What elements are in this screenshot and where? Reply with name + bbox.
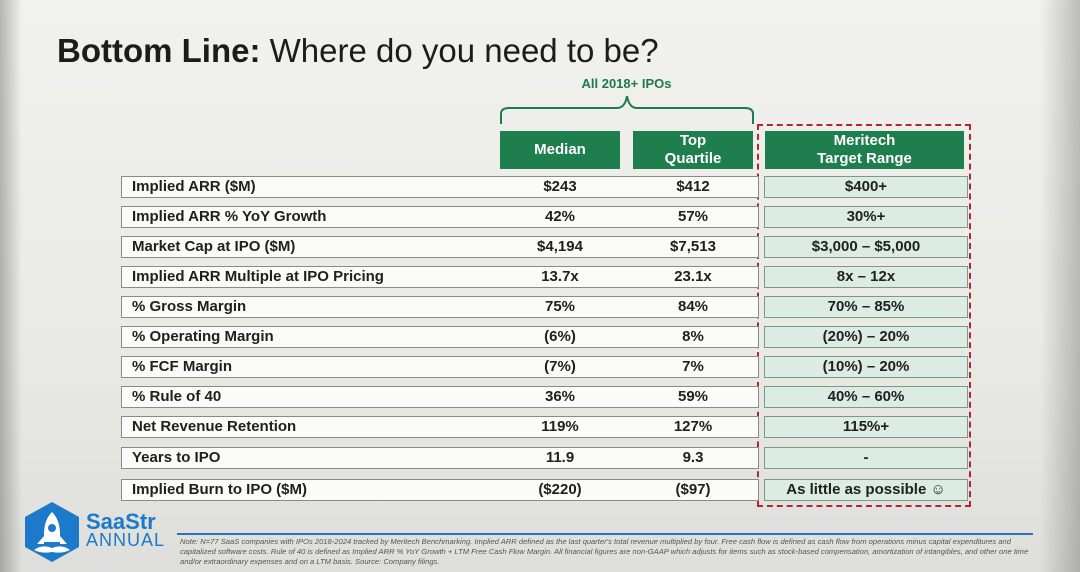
median-cell: $4,194 [537, 238, 583, 255]
top-quartile-cell: 59% [677, 388, 709, 405]
median-column-header: Median [500, 131, 620, 169]
group-brace [500, 95, 754, 124]
top-quartile-header-line2: Quartile [664, 150, 722, 167]
row-label: % Operating Margin [121, 326, 759, 348]
saastr-rocket-logo-icon [25, 502, 79, 562]
median-cell: 75% [544, 298, 576, 315]
top-quartile-cell: 127% [673, 418, 713, 435]
left-edge-shadow [0, 0, 22, 572]
top-quartile-cell: 23.1x [674, 268, 712, 285]
target-range-cell: $400+ [764, 176, 968, 198]
median-cell: 42% [544, 208, 576, 225]
row-label: Years to IPO [121, 447, 759, 469]
median-cell: 36% [544, 388, 576, 405]
top-quartile-cell: 84% [677, 298, 709, 315]
target-range-cell: (10%) – 20% [764, 356, 968, 378]
target-header-line2: Target Range [817, 150, 912, 167]
median-cell: 11.9 [545, 449, 575, 466]
target-range-cell: 40% – 60% [764, 386, 968, 408]
target-range-cell: 70% – 85% [764, 296, 968, 318]
row-label: Implied Burn to IPO ($M) [121, 479, 759, 501]
logo-line2: ANNUAL [86, 530, 166, 550]
row-label: Market Cap at IPO ($M) [121, 236, 759, 258]
median-cell: (6%) [544, 328, 576, 345]
median-cell: (7%) [544, 358, 576, 375]
top-quartile-header-line1: Top [679, 132, 707, 149]
top-quartile-cell: $412 [676, 178, 710, 195]
row-label: Implied ARR ($M) [121, 176, 759, 198]
slide-title-rest: Where do you need to be? [260, 32, 659, 69]
target-range-cell: (20%) – 20% [764, 326, 968, 348]
target-range-cell: $3,000 – $5,000 [764, 236, 968, 258]
median-cell: 13.7x [541, 268, 579, 285]
row-label: % FCF Margin [121, 356, 759, 378]
top-quartile-column-header: Top Quartile [633, 131, 753, 169]
row-label: Implied ARR Multiple at IPO Pricing [121, 266, 759, 288]
row-label: % Rule of 40 [121, 386, 759, 408]
logo-line1: SaaStr [86, 509, 156, 534]
target-range-cell: 8x – 12x [764, 266, 968, 288]
target-range-cell: - [764, 447, 968, 469]
median-cell: $243 [543, 178, 577, 195]
saastr-annual-logo-text: SaaStr ANNUAL [86, 509, 166, 550]
group-label: All 2018+ IPOs [581, 76, 672, 91]
row-label: Implied ARR % YoY Growth [121, 206, 759, 228]
target-range-column-header: Meritech Target Range [765, 131, 964, 169]
top-quartile-cell: 7% [682, 358, 704, 375]
top-quartile-cell: 8% [682, 328, 704, 345]
target-range-cell: 30%+ [764, 206, 968, 228]
footnote-text: Note: N=77 SaaS companies with IPOs 2018… [180, 537, 1029, 566]
top-quartile-cell: $7,513 [670, 238, 716, 255]
target-range-cell: As little as possible ☺ [764, 479, 968, 501]
slide-title: Bottom Line: Where do you need to be? [57, 32, 659, 70]
median-header-label: Median [534, 141, 586, 158]
target-range-cell: 115%+ [764, 416, 968, 438]
right-edge-shadow [1040, 0, 1080, 572]
top-quartile-cell: 57% [677, 208, 709, 225]
slide-title-bold: Bottom Line: [57, 32, 261, 69]
top-quartile-cell: 9.3 [682, 449, 704, 466]
top-quartile-cell: ($97) [675, 481, 711, 498]
median-cell: 119% [541, 418, 579, 435]
target-header-line1: Meritech [833, 132, 896, 149]
row-label: Net Revenue Retention [121, 416, 759, 438]
median-cell: ($220) [538, 481, 582, 498]
row-label: % Gross Margin [121, 296, 759, 318]
footnote-divider [177, 533, 1033, 535]
